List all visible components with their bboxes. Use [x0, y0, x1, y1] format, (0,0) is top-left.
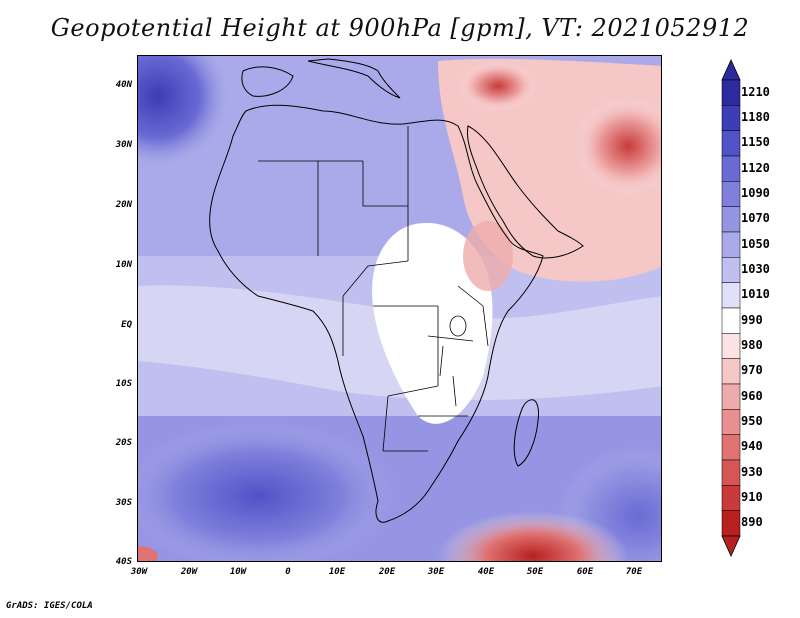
- colorbar-swatch: [721, 307, 741, 334]
- colorbar-swatch: [721, 105, 741, 131]
- lat-label-30n: 30N: [115, 140, 132, 150]
- lat-label-40n: 40N: [115, 80, 132, 90]
- map-title: Geopotential Height at 900hPa [gpm], VT:…: [50, 14, 750, 42]
- lon-label-40e: 40E: [477, 567, 495, 577]
- colorbar-level-label: 1180: [741, 110, 770, 124]
- colorbar-swatch: [721, 282, 741, 309]
- colorbar-swatch: [721, 79, 741, 106]
- colorbar-level-label: 1090: [741, 186, 770, 200]
- low-southern-ocean: [438, 511, 628, 561]
- lon-label-20e: 20E: [378, 567, 396, 577]
- colorbar-swatch: [721, 459, 741, 486]
- country-borders: [258, 126, 489, 452]
- rift-lakes: [439, 345, 457, 407]
- colorbar-swatch: [721, 434, 741, 461]
- lon-label-30e: 30E: [427, 567, 445, 577]
- colorbar-level-label: 1050: [741, 236, 770, 251]
- colorbar-swatch: [721, 206, 741, 233]
- colorbar-arrow-top: [721, 59, 741, 81]
- low-southwest-corner: [138, 546, 158, 561]
- map-plot-area[interactable]: [137, 55, 662, 562]
- colorbar-swatch: [721, 409, 741, 435]
- colorbar-level-label: 1030: [741, 262, 770, 276]
- colorbar-swatch: [721, 155, 741, 182]
- iberia-outline: [241, 66, 294, 97]
- madagascar-outline: [513, 399, 539, 467]
- lake-victoria: [449, 315, 467, 337]
- lat-label-eq: EQ: [121, 320, 132, 330]
- lon-label-70e: 70E: [625, 567, 643, 577]
- colorbar-arrow-bottom: [721, 535, 741, 557]
- lat-label-10n: 10N: [115, 260, 132, 270]
- lat-label-20n: 20N: [115, 200, 132, 210]
- lat-label-10s: 10S: [115, 379, 132, 389]
- colorbar-swatch: [721, 181, 741, 207]
- lon-label-60e: 60E: [576, 567, 594, 577]
- colorbar-level-label: 950: [741, 414, 763, 428]
- colorbar-swatch: [721, 510, 741, 537]
- lon-label-10w: 10W: [229, 567, 247, 577]
- lon-label-10e: 10E: [328, 567, 346, 577]
- colorbar-level-label: 990: [741, 312, 763, 327]
- low-pakistan: [573, 96, 661, 196]
- lon-label-0: 0: [285, 567, 291, 577]
- colorbar-level-label: 980: [741, 338, 763, 352]
- high-southwest: [138, 421, 398, 561]
- colorbar-swatch: [721, 333, 741, 359]
- colorbar-swatch: [721, 383, 741, 410]
- low-anatolia: [458, 61, 538, 111]
- high-northwest: [138, 56, 228, 166]
- low-ethiopia: [463, 221, 513, 291]
- colorbar-level-label: 930: [741, 464, 763, 479]
- arabia-outline: [467, 125, 584, 259]
- grads-credit: GrADS: IGES/COLA: [6, 601, 93, 611]
- colorbar-level-label: 1210: [741, 84, 770, 99]
- colorbar-swatch: [721, 257, 741, 283]
- lat-label-30s: 30S: [115, 498, 132, 508]
- italy-outline: [307, 58, 401, 99]
- colorbar-swatch: [721, 358, 741, 385]
- colorbar-level-label: 1010: [741, 287, 770, 302]
- field-interior-low: [372, 222, 493, 424]
- colorbar-swatch: [721, 130, 741, 157]
- lat-label-40s: 40S: [115, 557, 132, 567]
- colorbar-level-label: 1120: [741, 160, 770, 175]
- africa-coastline: [209, 104, 544, 523]
- colorbar-swatch: [721, 485, 741, 511]
- colorbar-level-label: 890: [741, 515, 763, 530]
- colorbar-swatch: [721, 231, 741, 258]
- colorbar: [721, 59, 741, 557]
- lon-label-30w: 30W: [130, 567, 148, 577]
- lat-label-20s: 20S: [115, 438, 132, 448]
- colorbar-level-label: 940: [741, 439, 763, 454]
- colorbar-level-label: 1070: [741, 211, 770, 226]
- colorbar-level-label: 1150: [741, 135, 770, 150]
- colorbar-level-label: 910: [741, 490, 763, 504]
- lon-label-20w: 20W: [180, 567, 198, 577]
- colorbar-level-label: 960: [741, 388, 763, 403]
- colorbar-level-label: 970: [741, 363, 763, 378]
- lon-label-50e: 50E: [526, 567, 544, 577]
- map-field-svg: [138, 56, 661, 561]
